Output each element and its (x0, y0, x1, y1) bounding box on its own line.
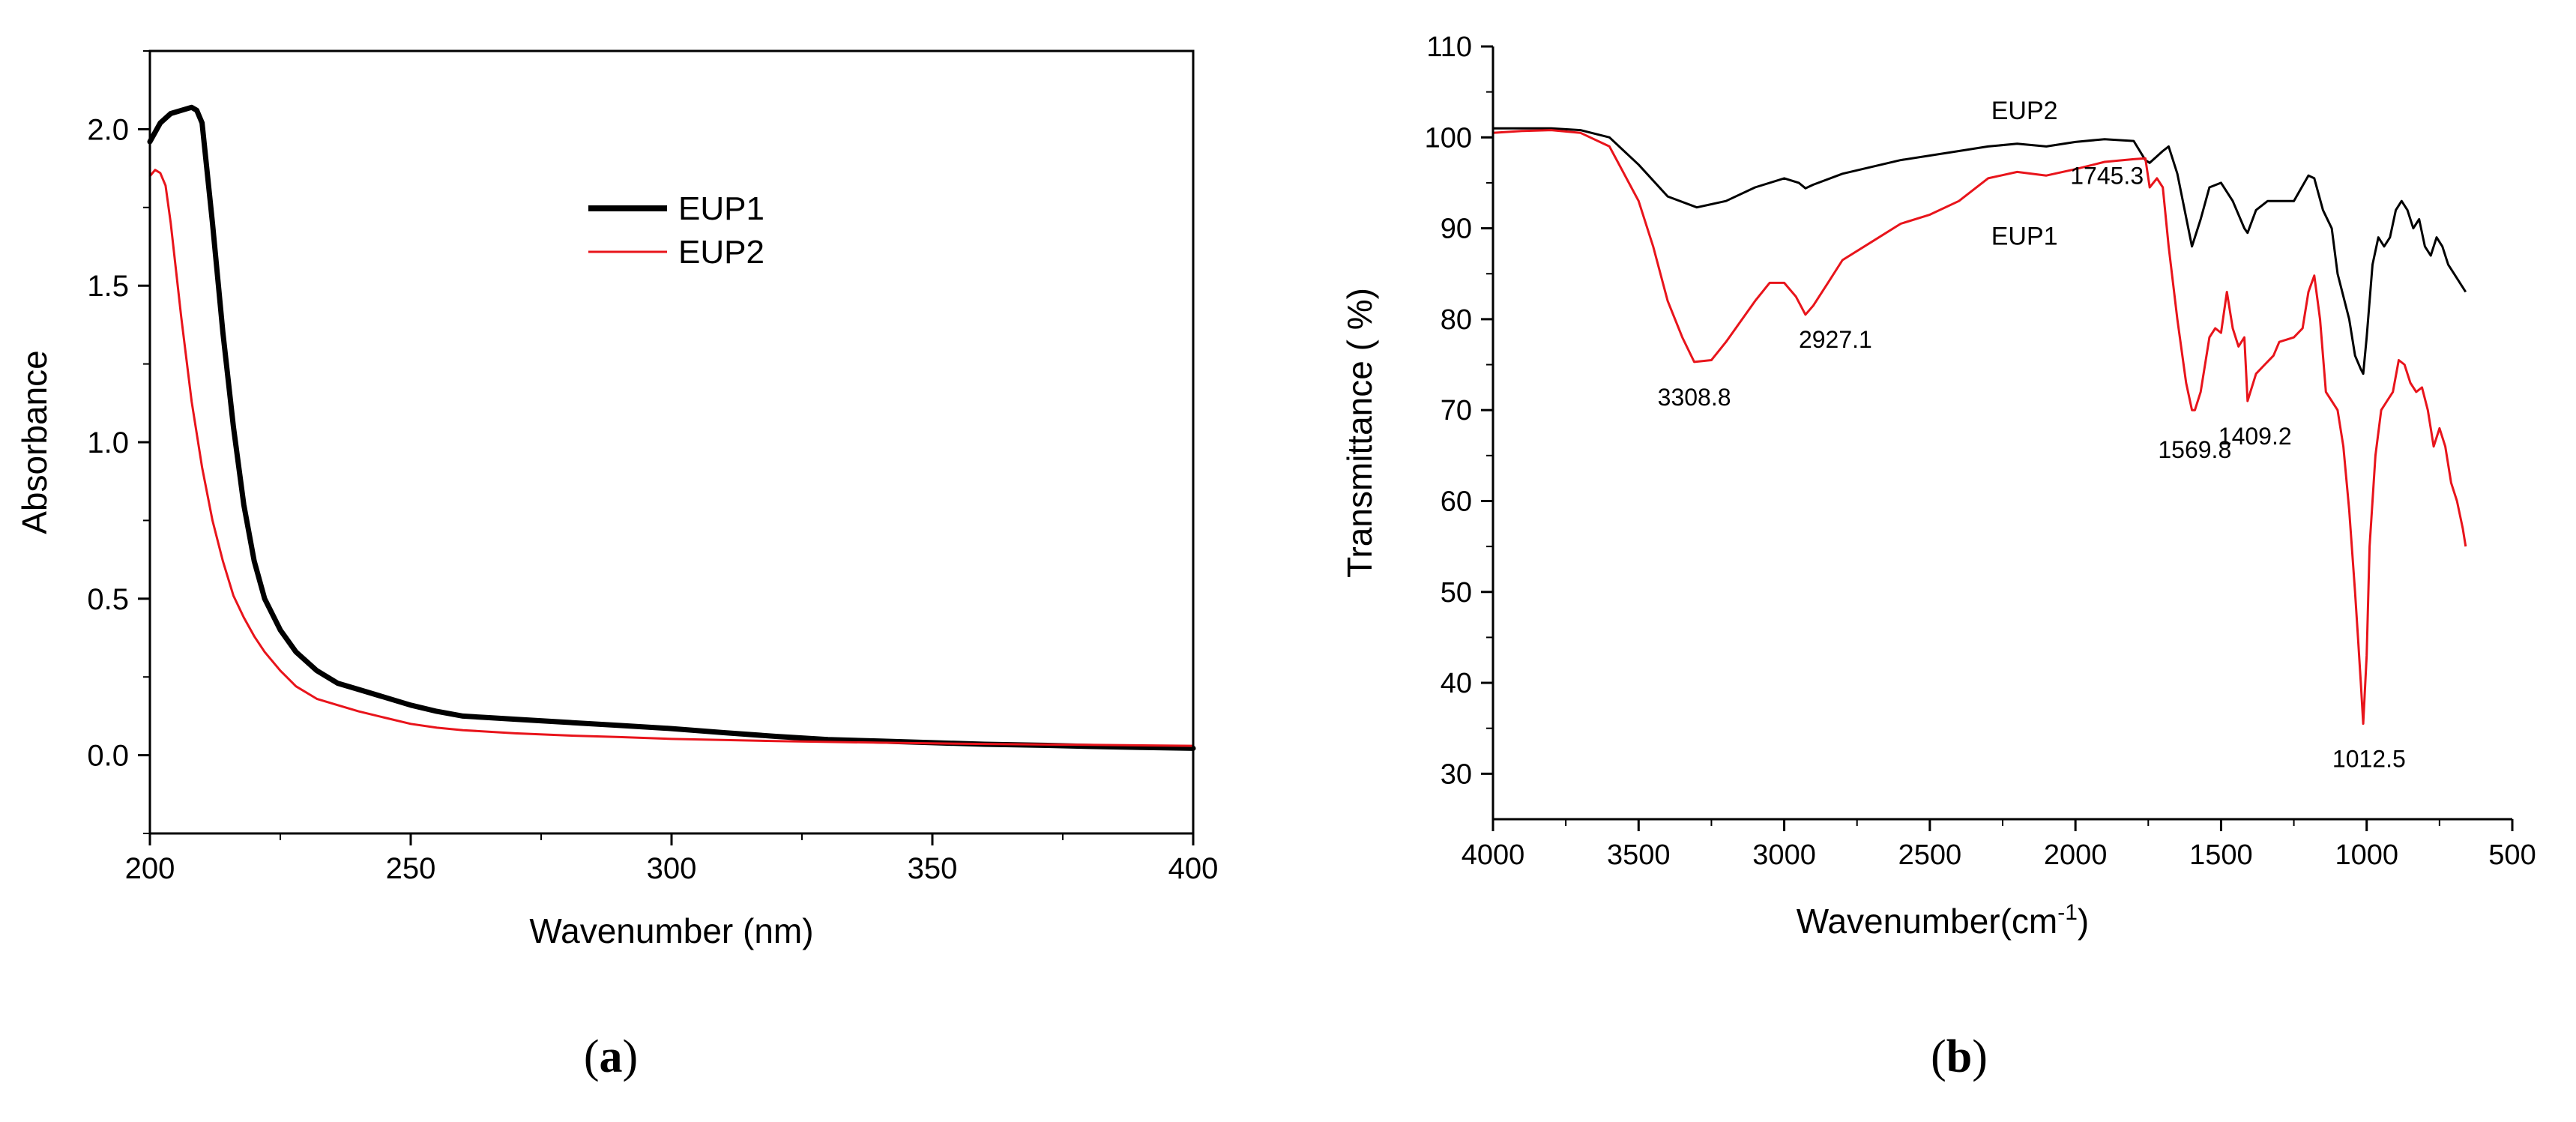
y-tick-label: 1.5 (87, 270, 129, 303)
x-label-close: ) (2078, 902, 2089, 941)
panel-b-x-axis-label: Wavenumber(cm-1) (1797, 900, 2090, 941)
panel-a-ticks: 200 250 300 350 400 0.0 0.5 1.0 1.5 2.0 (87, 50, 1219, 885)
y-tick-label: 80 (1441, 304, 1472, 336)
y-tick-label: 0.5 (87, 583, 129, 616)
panel-a-x-axis-label: Wavenumber (nm) (529, 911, 813, 950)
peak-label-1569-8: 1569.8 (2158, 436, 2231, 463)
y-tick-label: 60 (1441, 486, 1472, 517)
panel-a-series-group (147, 104, 1196, 751)
x-tick-label: 4000 (1462, 839, 1525, 871)
x-tick-label: 2500 (1898, 839, 1962, 871)
x-label-superscript: -1 (2057, 900, 2078, 925)
series-line-eup2 (1493, 127, 2467, 375)
panel-b-ticks: 4000 3500 3000 2500 2000 1500 1000 500 30 40 50 60 7… (1425, 31, 2536, 871)
series-label-eup2: EUP2 (1991, 97, 2058, 125)
caption-b-letter: b (1946, 1031, 1972, 1082)
peak-label-1745-3: 1745.3 (2070, 162, 2144, 189)
panel-b-ftir-chart: 4000 3500 3000 2500 2000 1500 1000 500 30 40 50 60 7… (1340, 31, 2536, 941)
panel-a-plot-frame (148, 49, 1195, 835)
x-tick-label: 3500 (1607, 839, 1671, 871)
y-tick-label: 70 (1441, 395, 1472, 426)
x-tick-label: 1500 (2189, 839, 2253, 871)
series-line-eup2 (148, 169, 1195, 747)
panel-b-series-labels: EUP2 EUP1 (1991, 97, 2058, 250)
series-label-eup1: EUP1 (1991, 222, 2058, 250)
peak-label-1409-2: 1409.2 (2218, 423, 2292, 450)
x-label-main: Wavenumber(cm (1797, 902, 2057, 941)
legend-label-eup1: EUP1 (678, 190, 764, 227)
y-tick-label: 2.0 (87, 113, 129, 146)
peak-label-2927-1: 2927.1 (1799, 326, 1872, 353)
y-tick-label: 30 (1441, 758, 1472, 790)
x-tick-label: 200 (125, 852, 175, 885)
y-tick-label: 110 (1426, 31, 1472, 63)
panel-a-y-axis-label: Absorbance (15, 350, 54, 534)
y-tick-label: 0.0 (87, 740, 129, 773)
x-tick-label: 2000 (2044, 839, 2108, 871)
y-tick-label: 1.0 (87, 426, 129, 459)
caption-b: (b) (1931, 1031, 1988, 1082)
y-tick-label: 90 (1441, 214, 1472, 245)
panel-b-y-axis-label: Transmittance ( %) (1340, 288, 1379, 578)
series-line-eup1 (147, 104, 1196, 751)
peak-label-1012-5: 1012.5 (2332, 746, 2406, 773)
x-tick-label: 1000 (2335, 839, 2398, 871)
y-tick-label: 100 (1425, 122, 1472, 154)
series-line-eup1 (1492, 129, 2467, 726)
x-tick-label: 3000 (1752, 839, 1816, 871)
panel-a-absorbance-chart: 200 250 300 350 400 0.0 0.5 1.0 1.5 2.0 Wavenumbe… (15, 49, 1219, 950)
panel-b-series-group (1492, 127, 2467, 726)
x-tick-label: 250 (386, 852, 436, 885)
y-tick-label: 50 (1441, 577, 1472, 609)
peak-label-3308-8: 3308.8 (1658, 384, 1731, 411)
caption-a: (a) (584, 1031, 638, 1082)
panel-a-legend: EUP1 EUP2 (588, 190, 764, 271)
x-tick-label: 400 (1168, 852, 1219, 885)
x-tick-label: 500 (2488, 839, 2536, 871)
caption-a-letter: a (600, 1031, 623, 1082)
x-tick-label: 350 (908, 852, 958, 885)
x-tick-label: 300 (647, 852, 697, 885)
y-tick-label: 40 (1441, 668, 1472, 699)
legend-label-eup2: EUP2 (678, 234, 764, 271)
